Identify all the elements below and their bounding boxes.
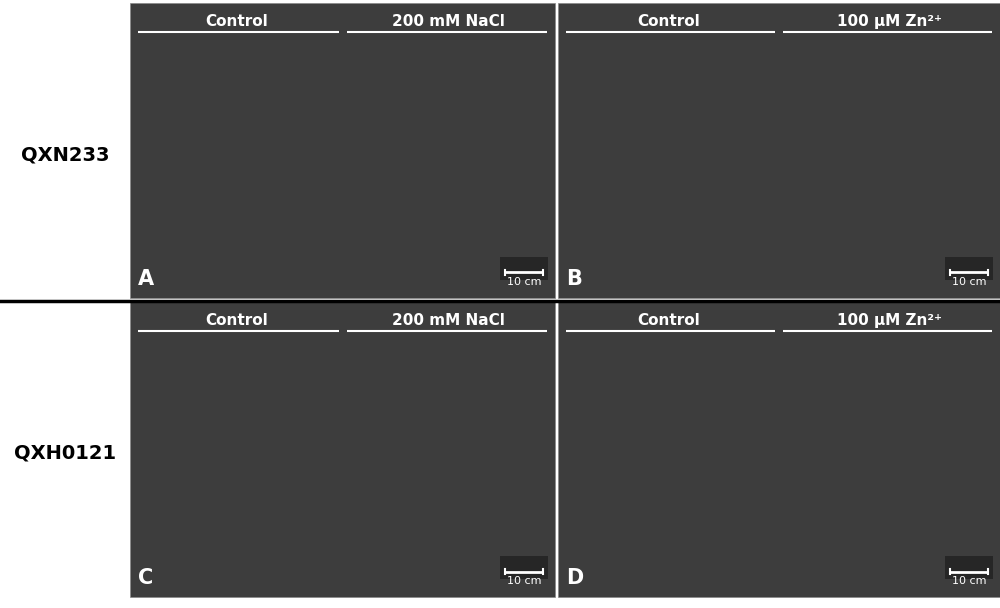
Bar xyxy=(945,257,993,280)
Bar xyxy=(558,3,1000,298)
Text: A: A xyxy=(138,269,154,289)
Text: 10 cm: 10 cm xyxy=(952,576,986,586)
Text: D: D xyxy=(566,568,583,588)
Bar xyxy=(500,556,548,579)
Text: 200 mM NaCl: 200 mM NaCl xyxy=(392,14,505,29)
Text: 10 cm: 10 cm xyxy=(952,277,986,287)
Text: Control: Control xyxy=(637,313,700,328)
Bar xyxy=(558,302,1000,597)
Bar xyxy=(130,3,555,298)
Text: 10 cm: 10 cm xyxy=(507,576,541,586)
Text: QXH0121: QXH0121 xyxy=(14,443,116,463)
Text: 200 mM NaCl: 200 mM NaCl xyxy=(392,313,505,328)
Text: Control: Control xyxy=(205,14,268,29)
Text: C: C xyxy=(138,568,153,588)
Text: 100 μM Zn²⁺: 100 μM Zn²⁺ xyxy=(837,14,942,29)
Bar xyxy=(945,556,993,579)
Text: Control: Control xyxy=(637,14,700,29)
Bar xyxy=(500,257,548,280)
Text: Control: Control xyxy=(205,313,268,328)
Text: 100 μM Zn²⁺: 100 μM Zn²⁺ xyxy=(837,313,942,328)
Text: 10 cm: 10 cm xyxy=(507,277,541,287)
Bar xyxy=(130,302,555,597)
Text: B: B xyxy=(566,269,582,289)
Text: QXN233: QXN233 xyxy=(21,145,109,165)
